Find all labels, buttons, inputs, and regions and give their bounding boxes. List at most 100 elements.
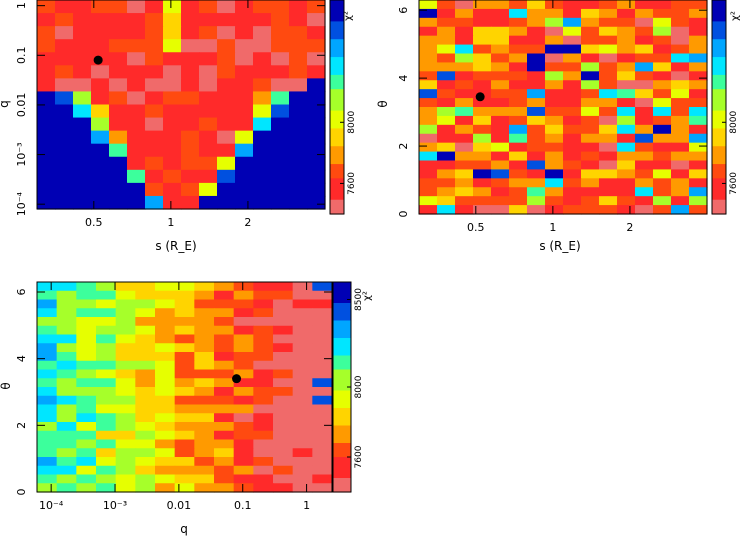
heatmap-cell [273,299,294,309]
heatmap-cell [455,178,474,188]
x-tick-label: 1 [303,499,310,512]
heatmap-cell [473,196,492,206]
heatmap-cell [599,26,618,37]
colorbar-step [333,299,351,304]
heatmap-cell [653,53,672,64]
heatmap-cell [253,317,274,327]
heatmap-cell [174,430,195,441]
heatmap-cell [273,465,294,476]
heatmap-cell [653,187,672,197]
heatmap-cell [491,160,510,171]
colorbar-step [712,164,726,169]
heatmap-cell [312,395,333,406]
heatmap-cell [491,17,510,28]
heatmap-cell [253,52,272,66]
heatmap-cell [437,80,456,90]
heatmap-cell [76,360,97,371]
heatmap-cell [509,53,528,64]
heatmap-cell [635,160,654,171]
heatmap-cell [155,430,176,441]
heatmap-cell [145,156,164,171]
heatmap-cell [545,26,564,37]
heatmap-cell [635,26,654,37]
heatmap-cell [653,107,672,117]
heatmap-cell [545,53,564,64]
heatmap-cell [437,89,456,99]
heatmap-cell [635,169,654,179]
colorbar-step [330,92,344,97]
heatmap-cell [73,182,92,197]
heatmap-cell [194,457,215,467]
heatmap-cell [214,299,235,309]
colorbar-step [712,174,726,179]
heatmap-cell [233,404,254,414]
colorbar-step [333,481,351,486]
heatmap-cell [91,104,110,119]
colorbar-step [330,117,344,122]
heatmap-cell [273,343,294,353]
heatmap-cell [253,78,272,93]
heatmap-cell [214,404,235,414]
heatmap-cell [174,325,195,336]
colorbar-step [333,439,351,444]
colorbar-step [712,196,726,201]
heatmap-cell [55,195,74,210]
heatmap-cell [145,13,164,27]
heatmap-cell [56,404,77,414]
heatmap-cell [55,39,74,53]
heatmap-cell [689,89,708,99]
heatmap-cell [233,448,254,458]
heatmap-cell [509,133,528,144]
colorbar-step [712,203,726,208]
heatmap-cell [473,35,492,46]
heatmap-cell [76,430,97,441]
heatmap-cell [96,360,117,371]
heatmap-cell [56,308,77,318]
heatmap-cell [217,13,236,27]
y-tick-label: 2 [15,422,28,429]
colorbar-step [333,453,351,458]
heatmap-cell [155,483,176,493]
colorbar-step [333,282,351,287]
heatmap-cell [307,104,326,119]
x-tick-label: 0.01 [167,499,192,512]
colorbar-step [330,14,344,19]
heatmap-cell [563,187,582,197]
heatmap-cell [617,133,636,144]
heatmap-cell [491,115,510,126]
heatmap-cell [312,360,333,371]
heatmap-cell [419,80,438,90]
heatmap-cell [671,196,690,206]
colorbar-step [712,167,726,172]
heatmap-cell [653,89,672,99]
heatmap-cell [563,8,582,19]
heatmap-cell [135,483,156,493]
heatmap-cell [312,334,333,344]
heatmap-cell [76,369,97,379]
heatmap-cell [163,78,182,93]
heatmap-cell [563,151,582,162]
heatmap-cell [214,308,235,318]
heatmap-cell [73,104,92,119]
colorbar-step [333,478,351,483]
heatmap-cell [617,71,636,81]
heatmap-cell [76,343,97,353]
heatmap-cell [181,0,200,14]
heatmap-cell [109,91,128,106]
heatmap-cell [37,299,58,309]
heatmap-cell [214,387,235,397]
heatmap-cell [155,325,176,336]
heatmap-cell [689,71,708,81]
heatmap-cell [55,156,74,171]
heatmap-cell [115,465,136,476]
heatmap-cell [689,17,708,28]
heatmap-cell [437,8,456,19]
heatmap-cell [563,98,582,108]
heatmap-cell [491,44,510,55]
colorbar-label-chi2: χ² [730,11,741,21]
heatmap-cell [437,151,456,162]
heatmap-cell [273,457,294,467]
heatmap-cell [599,124,618,135]
colorbar-frame [329,0,345,215]
heatmap-cell [253,448,274,458]
